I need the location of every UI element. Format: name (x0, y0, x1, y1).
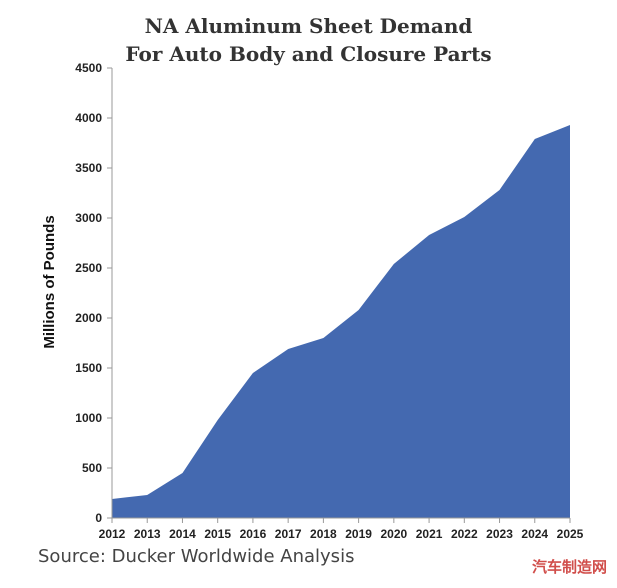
x-tick-label: 2014 (169, 527, 196, 541)
x-tick-label: 2012 (99, 527, 126, 541)
y-tick-label: 2500 (75, 261, 102, 275)
chart-title: NA Aluminum Sheet Demand (144, 14, 473, 38)
y-tick-label: 4000 (75, 111, 102, 125)
chart-title-block: NA Aluminum Sheet Demand For Auto Body a… (0, 12, 617, 68)
y-tick-label: 0 (95, 511, 102, 525)
x-tick-label: 2019 (345, 527, 372, 541)
x-tick-label: 2016 (240, 527, 267, 541)
x-tick-label: 2020 (380, 527, 407, 541)
chart-subtitle: For Auto Body and Closure Parts (125, 42, 492, 66)
y-tick-label: 4500 (75, 61, 102, 75)
x-tick-label: 2015 (204, 527, 231, 541)
y-tick-label: 1000 (75, 411, 102, 425)
y-tick-label: 3000 (75, 211, 102, 225)
x-tick-label: 2022 (451, 527, 478, 541)
source-note: Source: Ducker Worldwide Analysis (38, 546, 355, 567)
y-tick-label: 500 (82, 461, 102, 475)
x-tick-label: 2024 (521, 527, 548, 541)
y-tick-label: 2000 (75, 311, 102, 325)
plot-area: 0 500 1000 1500 2000 2500 3000 3500 4000 4500 2012… (75, 61, 583, 541)
y-tick-label: 3500 (75, 161, 102, 175)
area-series (112, 125, 570, 518)
x-tick-label: 2013 (134, 527, 161, 541)
y-tick-label: 1500 (75, 361, 102, 375)
y-axis-label: Millions of Pounds (41, 215, 58, 348)
x-tick-label: 2018 (310, 527, 337, 541)
x-tick-label: 2023 (486, 527, 513, 541)
x-tick-label: 2017 (275, 527, 302, 541)
x-tick-label: 2021 (416, 527, 443, 541)
watermark: 汽车制造网 (531, 558, 607, 576)
x-tick-label: 2025 (557, 527, 584, 541)
